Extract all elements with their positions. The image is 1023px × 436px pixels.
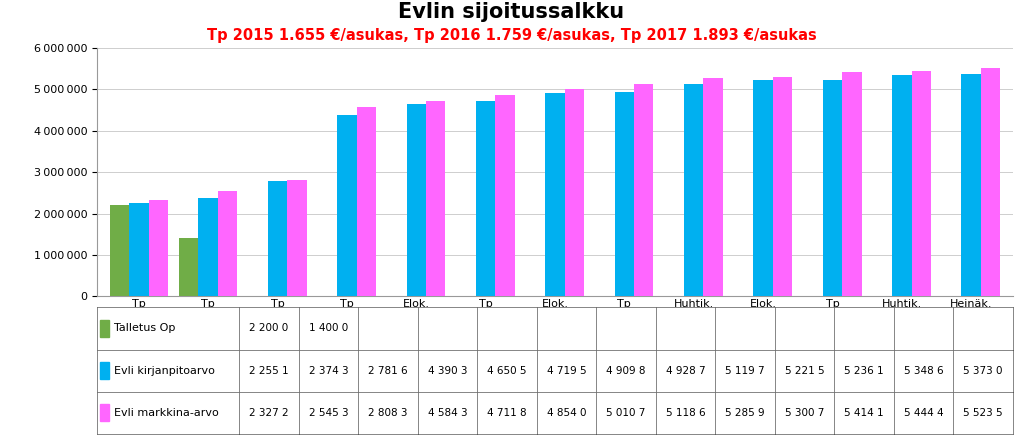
Bar bbox=[338, 115, 357, 296]
Text: 5 414 1: 5 414 1 bbox=[844, 408, 884, 418]
Bar bbox=[109, 205, 129, 296]
Bar bbox=[545, 93, 565, 296]
Bar bbox=[218, 191, 237, 296]
Text: 5 444 4: 5 444 4 bbox=[903, 408, 943, 418]
Bar bbox=[822, 80, 842, 296]
Bar bbox=[268, 181, 287, 296]
Text: 5 119 7: 5 119 7 bbox=[725, 366, 765, 375]
Text: 4 711 8: 4 711 8 bbox=[487, 408, 527, 418]
Text: 5 285 9: 5 285 9 bbox=[725, 408, 765, 418]
Bar bbox=[615, 92, 634, 296]
Text: 5 118 6: 5 118 6 bbox=[666, 408, 705, 418]
Bar bbox=[198, 198, 218, 296]
Text: 4 719 5: 4 719 5 bbox=[546, 366, 586, 375]
Bar bbox=[772, 77, 792, 296]
Bar bbox=[981, 68, 1000, 296]
Text: Evli kirjanpitoarvo: Evli kirjanpitoarvo bbox=[115, 366, 215, 375]
Bar bbox=[962, 74, 981, 296]
Text: Evli markkina-arvo: Evli markkina-arvo bbox=[115, 408, 219, 418]
Bar bbox=[100, 404, 108, 421]
Text: Evlin sijoitussalkku: Evlin sijoitussalkku bbox=[398, 2, 625, 22]
Bar bbox=[129, 203, 148, 296]
Bar bbox=[753, 80, 772, 296]
Text: 4 584 3: 4 584 3 bbox=[428, 408, 468, 418]
Text: Talletus Op: Talletus Op bbox=[115, 324, 176, 334]
Bar bbox=[684, 85, 704, 296]
Text: 1 400 0: 1 400 0 bbox=[309, 324, 348, 334]
Bar bbox=[911, 71, 931, 296]
Text: 2 808 3: 2 808 3 bbox=[368, 408, 407, 418]
Text: 5 300 7: 5 300 7 bbox=[785, 408, 825, 418]
Bar bbox=[476, 101, 495, 296]
Text: 2 200 0: 2 200 0 bbox=[250, 324, 288, 334]
Text: 2 545 3: 2 545 3 bbox=[309, 408, 348, 418]
Bar bbox=[634, 85, 654, 296]
Text: 5 010 7: 5 010 7 bbox=[607, 408, 646, 418]
Bar bbox=[179, 238, 198, 296]
Bar bbox=[100, 362, 108, 379]
Text: 2 374 3: 2 374 3 bbox=[309, 366, 348, 375]
Text: 5 348 6: 5 348 6 bbox=[903, 366, 943, 375]
Text: 5 373 0: 5 373 0 bbox=[964, 366, 1003, 375]
Text: 4 390 3: 4 390 3 bbox=[428, 366, 468, 375]
Text: 4 650 5: 4 650 5 bbox=[487, 366, 527, 375]
Bar bbox=[565, 89, 584, 296]
Text: 4 928 7: 4 928 7 bbox=[666, 366, 705, 375]
Text: 4 854 0: 4 854 0 bbox=[546, 408, 586, 418]
Text: 5 221 5: 5 221 5 bbox=[785, 366, 825, 375]
Text: 2 327 2: 2 327 2 bbox=[249, 408, 288, 418]
Bar bbox=[842, 72, 861, 296]
Bar bbox=[406, 104, 426, 296]
Bar bbox=[704, 78, 723, 296]
Text: 2 781 6: 2 781 6 bbox=[368, 366, 408, 375]
Bar bbox=[357, 106, 376, 296]
Text: 2 255 1: 2 255 1 bbox=[249, 366, 288, 375]
Bar bbox=[892, 75, 911, 296]
Text: 4 909 8: 4 909 8 bbox=[607, 366, 646, 375]
Text: 5 523 5: 5 523 5 bbox=[964, 408, 1003, 418]
Bar bbox=[100, 320, 108, 337]
Text: Tp 2015 1.655 €/asukas, Tp 2016 1.759 €/asukas, Tp 2017 1.893 €/asukas: Tp 2015 1.655 €/asukas, Tp 2016 1.759 €/… bbox=[207, 28, 816, 43]
Text: 5 236 1: 5 236 1 bbox=[844, 366, 884, 375]
Bar bbox=[287, 180, 307, 296]
Bar bbox=[495, 95, 515, 296]
Bar bbox=[148, 200, 168, 296]
Bar bbox=[426, 101, 445, 296]
